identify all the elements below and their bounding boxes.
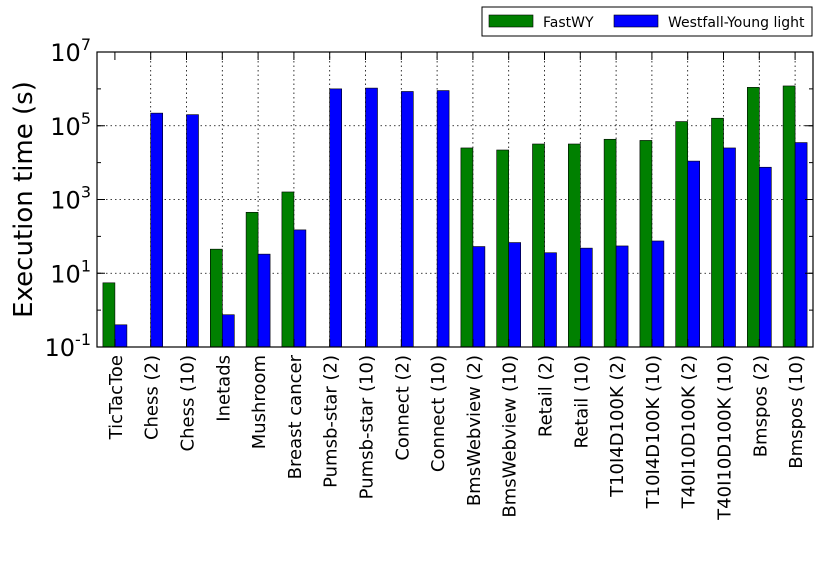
y-tick-label: 10-1 xyxy=(45,330,92,362)
x-tick-label: T10I4D100K (2) xyxy=(607,355,628,498)
bar-westfall-young-light xyxy=(150,112,163,348)
bar-fastwy xyxy=(746,87,760,348)
bar-westfall-young-light xyxy=(508,242,522,348)
x-tick-labels: TicTacToe Chess (2) Chess (10) Inetads Mushr… xyxy=(106,354,807,520)
x-tick-label: T40I10D100K (2) xyxy=(679,355,700,509)
x-tick-label: Retail (2) xyxy=(536,355,557,437)
x-tick-label: Pumsb-star (2) xyxy=(321,355,342,488)
x-tick-label: Breast cancer xyxy=(285,354,306,479)
x-tick-label: Connect (10) xyxy=(428,355,449,472)
legend-swatch xyxy=(488,14,534,28)
bar-westfall-young-light xyxy=(293,229,307,348)
bar-westfall-young-light xyxy=(257,253,271,348)
bar-westfall-young-light xyxy=(544,252,557,348)
grid xyxy=(97,52,813,347)
x-tick-label: BmsWebview (10) xyxy=(500,355,521,518)
bar-westfall-young-light xyxy=(222,314,235,348)
bar-westfall-young-light xyxy=(723,147,736,348)
y-axis-label: Execution time (s) xyxy=(9,81,39,318)
bar-westfall-young-light xyxy=(186,114,199,348)
y-tick-labels: 10-1 101 103 105 107 xyxy=(45,35,92,362)
x-tick-label: Chess (10) xyxy=(178,355,199,451)
bar-fastwy xyxy=(102,282,116,348)
bar-fastwy xyxy=(782,85,796,348)
bar-westfall-young-light xyxy=(651,240,665,348)
legend-label: FastWY xyxy=(543,15,594,31)
bar-fastwy xyxy=(711,117,724,348)
bar-westfall-young-light xyxy=(400,91,414,348)
bar-fastwy xyxy=(532,143,545,348)
bar-westfall-young-light xyxy=(758,166,772,348)
ticks xyxy=(97,51,813,348)
y-tick-label: 101 xyxy=(50,256,91,288)
bar-westfall-young-light xyxy=(329,88,343,348)
x-tick-label: Inetads xyxy=(213,355,234,422)
x-tick-label: Retail (10) xyxy=(571,355,592,449)
bar-fastwy xyxy=(567,143,581,348)
bar-fastwy xyxy=(460,147,474,348)
x-tick-label: T40I10D100K (10) xyxy=(715,355,736,521)
bar-fastwy xyxy=(603,138,617,348)
x-tick-label: T10I4D100K (10) xyxy=(643,355,664,509)
bar-fastwy xyxy=(245,211,259,348)
bar-fastwy xyxy=(210,248,223,348)
bar-fastwy xyxy=(639,140,653,348)
bar-westfall-young-light xyxy=(472,246,486,348)
legend-label: Westfall-Young light xyxy=(668,15,805,31)
y-tick-label: 107 xyxy=(50,35,91,67)
bar-westfall-young-light xyxy=(794,142,808,348)
bar-westfall-young-light xyxy=(436,90,450,348)
bars xyxy=(102,85,808,348)
bar-fastwy xyxy=(496,149,510,348)
legend-swatch xyxy=(613,14,659,28)
x-tick-label: Bmspos (2) xyxy=(750,355,771,457)
x-tick-label: TicTacToe xyxy=(106,355,127,440)
bar-fastwy xyxy=(675,121,689,348)
x-tick-label: Mushroom xyxy=(249,355,270,449)
x-tick-label: Connect (2) xyxy=(392,355,413,461)
x-tick-label: Chess (2) xyxy=(142,355,163,440)
x-tick-label: Pumsb-star (10) xyxy=(357,355,378,499)
bar-fastwy xyxy=(281,191,295,348)
bar-westfall-young-light xyxy=(114,324,128,348)
bar-westfall-young-light xyxy=(365,87,378,348)
legend: FastWY Westfall-Young light xyxy=(481,6,813,37)
x-tick-label: Bmspos (10) xyxy=(786,355,807,469)
x-tick-label: BmsWebview (2) xyxy=(464,355,485,506)
bar-westfall-young-light xyxy=(615,245,629,348)
bar-westfall-young-light xyxy=(579,247,593,348)
bar-westfall-young-light xyxy=(687,160,701,348)
y-tick-label: 105 xyxy=(50,109,91,141)
y-tick-label: 103 xyxy=(50,183,91,215)
